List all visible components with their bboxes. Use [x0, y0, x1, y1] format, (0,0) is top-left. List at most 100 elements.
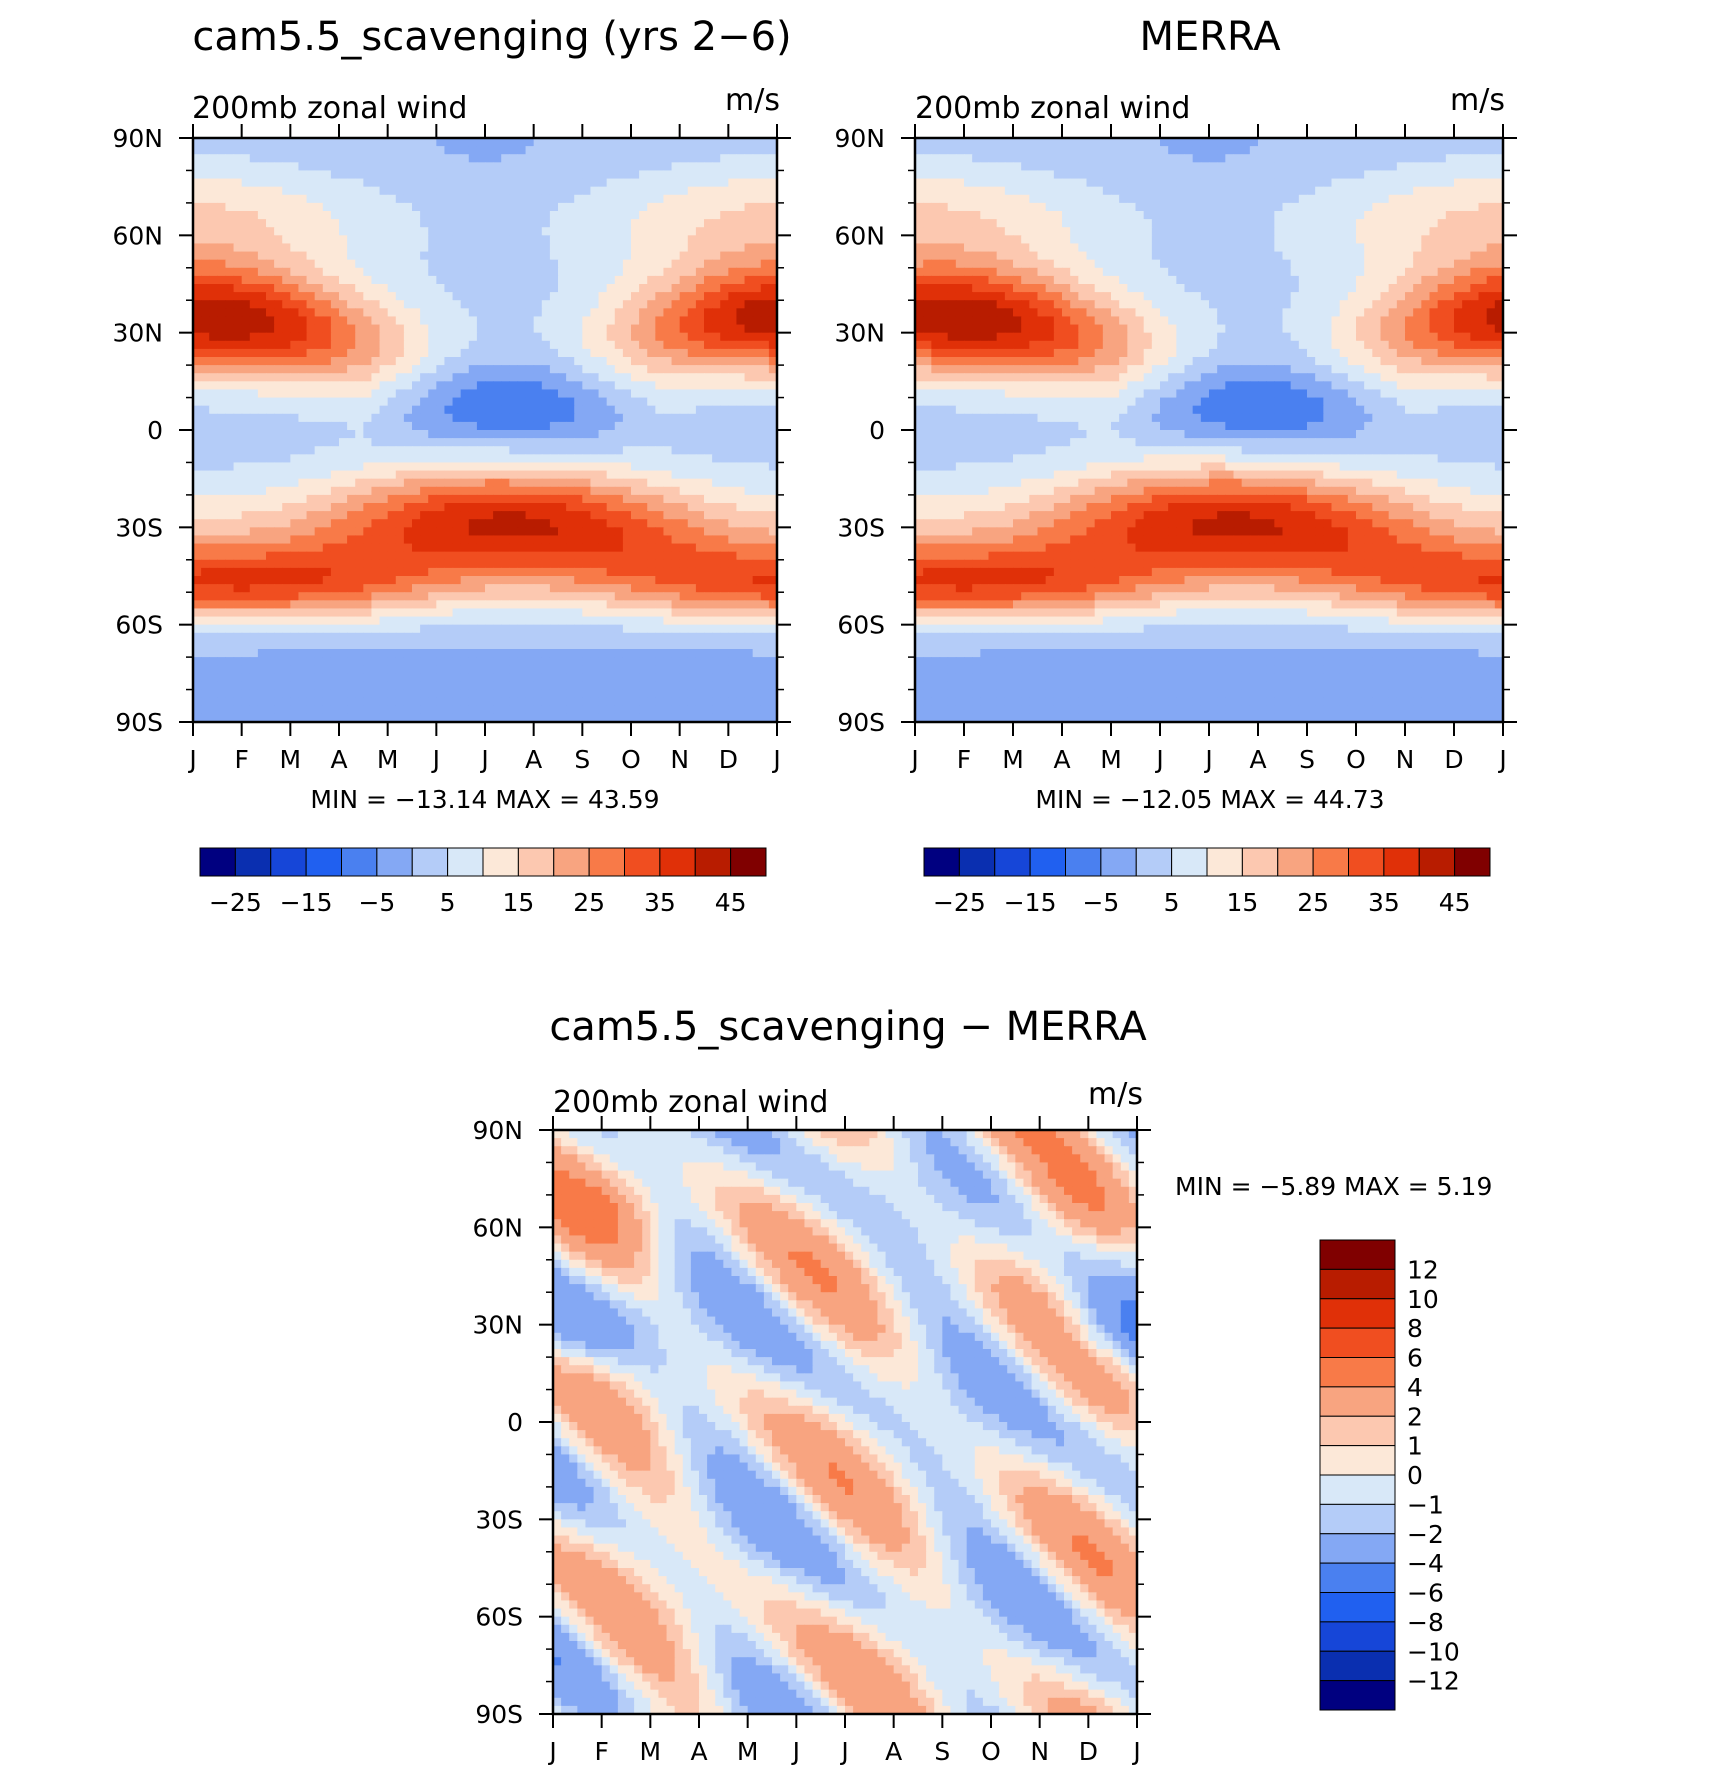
contour-cell — [493, 211, 502, 220]
contour-cell — [558, 170, 567, 180]
contour-cell — [679, 227, 689, 236]
contour-cell — [363, 446, 373, 455]
contour-cell — [566, 138, 575, 147]
contour-cell — [590, 486, 600, 496]
contour-cell — [744, 170, 754, 180]
contour-cell — [558, 284, 567, 293]
contour-cell — [671, 421, 681, 431]
contour-cell — [249, 170, 259, 180]
contour-cell — [509, 478, 519, 488]
contour-cell — [590, 202, 600, 212]
contour-cell — [241, 219, 251, 228]
contour-cell — [444, 616, 454, 626]
contour-cell — [225, 551, 235, 561]
contour-cell — [517, 170, 527, 180]
contour-cell — [306, 649, 316, 658]
contour-cell — [549, 340, 559, 350]
contour-cell — [736, 275, 746, 285]
contour-cell — [517, 227, 527, 236]
contour-cell — [355, 227, 364, 236]
contour-cell — [768, 649, 778, 658]
contour-cell — [201, 405, 210, 415]
contour-cell — [322, 292, 332, 301]
contour-cell — [566, 519, 575, 528]
contour-cell — [631, 235, 640, 245]
contour-cell — [517, 186, 527, 196]
contour-cell — [728, 251, 738, 261]
contour-cell — [460, 186, 470, 196]
contour-cell — [566, 486, 575, 496]
contour-cell — [574, 576, 583, 585]
contour-cell — [736, 211, 746, 220]
contour-cell — [468, 665, 478, 674]
contour-cell — [371, 267, 381, 277]
contour-cell — [290, 332, 300, 342]
contour-cell — [298, 284, 308, 293]
contour-cell — [566, 462, 575, 472]
contour-cell — [225, 138, 235, 147]
contour-cell — [452, 462, 462, 472]
contour-cell — [541, 365, 551, 374]
contour-cell — [444, 202, 454, 212]
contour-cell — [639, 657, 648, 666]
contour-cell — [631, 527, 640, 537]
contour-cell — [249, 592, 259, 601]
contour-cell — [290, 470, 300, 480]
contour-cell — [201, 316, 210, 326]
contour-cell — [355, 592, 364, 601]
contour-cell — [274, 689, 283, 699]
contour-cell — [614, 381, 624, 391]
contour-cell — [403, 146, 413, 155]
contour-cell — [582, 478, 592, 488]
contour-cell — [533, 324, 543, 334]
contour-cell — [193, 308, 202, 318]
contour-cell — [217, 357, 227, 366]
contour-cell — [598, 162, 608, 172]
contour-cell — [403, 251, 413, 261]
contour-cell — [574, 462, 583, 472]
contour-cell — [509, 146, 519, 155]
contour-cell — [274, 357, 283, 366]
contour-cell — [395, 300, 405, 309]
contour-cell — [257, 665, 267, 674]
contour-cell — [582, 381, 592, 391]
contour-cell — [468, 219, 478, 228]
contour-cell — [509, 235, 519, 245]
contour-cell — [728, 170, 738, 180]
contour-cell — [403, 584, 413, 593]
contour-cell — [355, 170, 364, 180]
contour-cell — [347, 551, 356, 561]
contour-cell — [241, 340, 251, 350]
contour-cell — [639, 340, 648, 350]
contour-cell — [695, 154, 705, 163]
contour-cell — [582, 592, 592, 601]
contour-cell — [558, 219, 567, 228]
contour-cell — [395, 649, 405, 658]
contour-cell — [485, 300, 494, 309]
contour-cell — [436, 640, 446, 650]
contour-cell — [355, 616, 364, 626]
contour-cell — [566, 373, 575, 382]
contour-cell — [201, 600, 210, 610]
contour-cell — [549, 284, 559, 293]
contour-cell — [517, 503, 527, 512]
contour-cell — [412, 584, 421, 593]
contour-cell — [249, 446, 259, 455]
contour-cell — [249, 373, 259, 382]
contour-cell — [468, 657, 478, 666]
contour-cell — [201, 511, 210, 520]
contour-cell — [525, 219, 535, 228]
contour-cell — [330, 494, 340, 504]
contour-cell — [485, 170, 494, 180]
contour-cell — [209, 162, 218, 172]
contour-cell — [347, 186, 356, 196]
contour-cell — [598, 202, 608, 212]
contour-cell — [298, 186, 308, 196]
contour-cell — [476, 535, 486, 545]
contour-cell — [460, 470, 470, 480]
contour-cell — [768, 535, 778, 545]
contour-cell — [444, 397, 454, 407]
contour-cell — [193, 665, 202, 674]
contour-cell — [330, 381, 340, 391]
contour-cell — [647, 438, 656, 447]
